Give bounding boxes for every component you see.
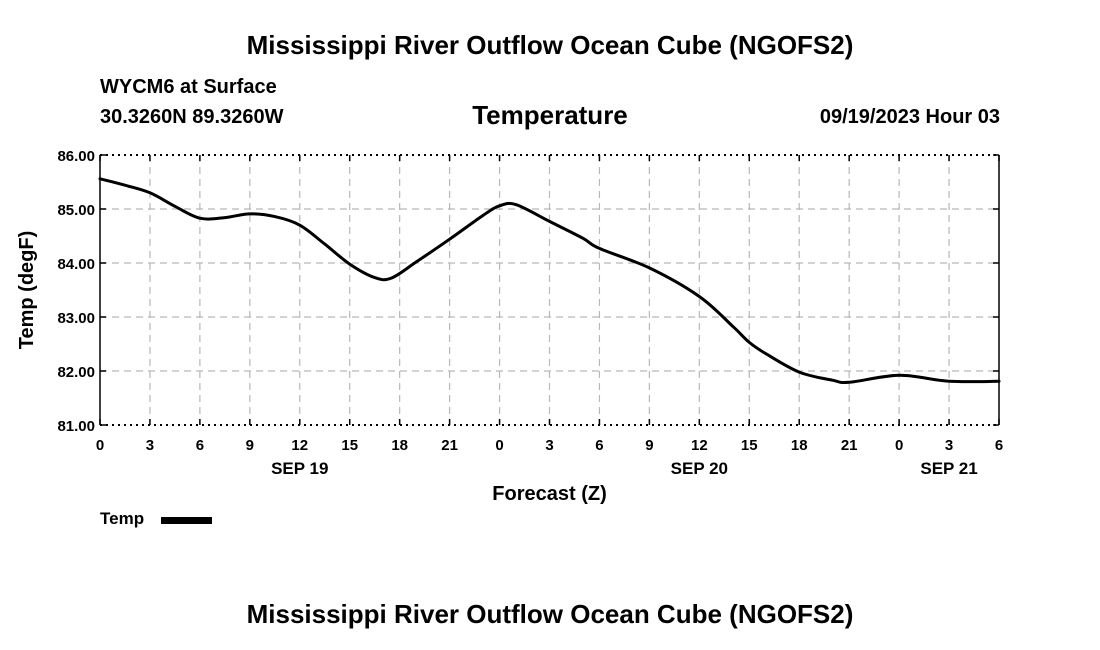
- legend-line-swatch: [161, 517, 212, 524]
- x-tick-label: 9: [246, 437, 254, 454]
- y-tick-label: 86.00: [57, 148, 95, 165]
- y-tick-label: 84.00: [57, 256, 95, 273]
- y-tick-label: 85.00: [57, 202, 95, 219]
- coordinates-label: 30.3260N 89.3260W: [100, 106, 284, 128]
- date-label: SEP 19: [271, 459, 328, 478]
- page-title: Mississippi River Outflow Ocean Cube (NG…: [246, 30, 854, 60]
- x-tick-label: 12: [291, 437, 308, 454]
- y-tick-label: 81.00: [57, 418, 95, 435]
- x-tick-label: 0: [895, 437, 903, 454]
- x-tick-label: 3: [545, 437, 553, 454]
- footer-title: Mississippi River Outflow Ocean Cube (NG…: [246, 599, 854, 629]
- chart-title: Temperature: [472, 100, 628, 130]
- x-tick-label: 6: [196, 437, 204, 454]
- x-axis-label: Forecast (Z): [492, 483, 606, 505]
- legend-label: Temp: [100, 509, 145, 528]
- date-label: SEP 20: [671, 459, 728, 478]
- x-tick-label: 12: [691, 437, 708, 454]
- x-tick-label: 21: [441, 437, 458, 454]
- y-axis-label: Temp (degF): [16, 231, 38, 350]
- x-tick-label: 15: [741, 437, 758, 454]
- x-tick-label: 0: [96, 437, 104, 454]
- station-label: WYCM6 at Surface: [100, 76, 277, 98]
- x-tick-label: 18: [791, 437, 808, 454]
- x-tick-label: 3: [945, 437, 953, 454]
- x-tick-label: 9: [645, 437, 653, 454]
- x-tick-label: 15: [341, 437, 358, 454]
- y-tick-label: 83.00: [57, 310, 95, 327]
- x-tick-label: 6: [595, 437, 603, 454]
- x-tick-label: 18: [391, 437, 408, 454]
- x-tick-label: 6: [995, 437, 1003, 454]
- date-label: SEP 21: [920, 459, 977, 478]
- x-tick-label: 0: [495, 437, 503, 454]
- x-tick-label: 3: [146, 437, 154, 454]
- forecast-timestamp: 09/19/2023 Hour 03: [819, 106, 1000, 128]
- y-tick-label: 82.00: [57, 364, 95, 381]
- series-line-temp: [98, 177, 1001, 385]
- x-tick-label: 21: [841, 437, 858, 454]
